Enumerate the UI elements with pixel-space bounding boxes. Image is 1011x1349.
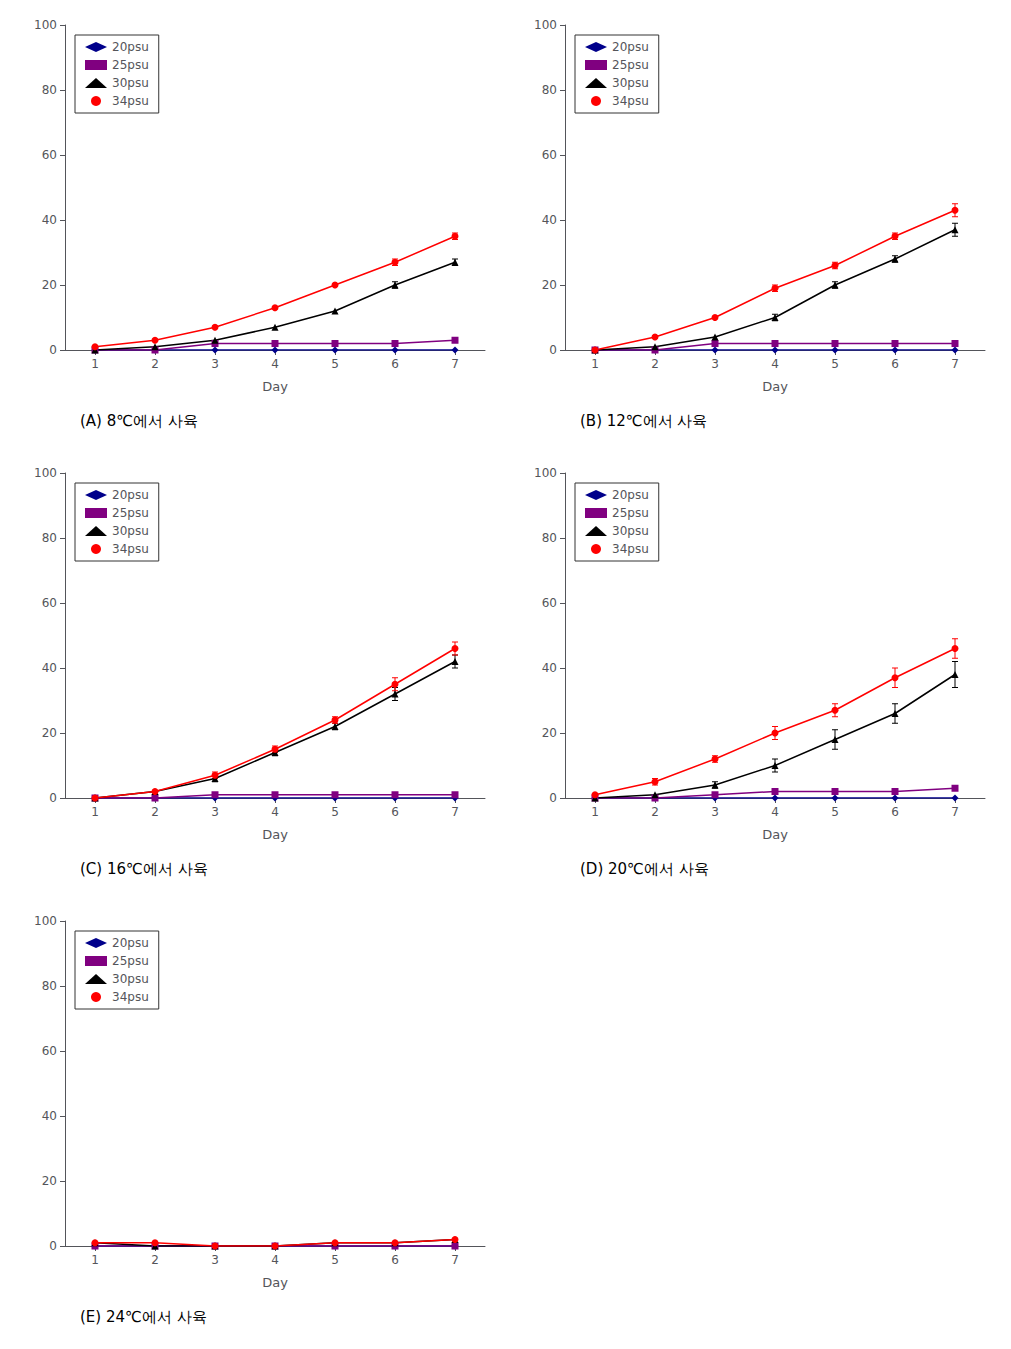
svg-text:7: 7 [451, 1253, 459, 1267]
svg-text:2: 2 [151, 357, 159, 371]
svg-text:100: 100 [534, 18, 557, 32]
svg-text:5: 5 [331, 805, 339, 819]
svg-text:6: 6 [391, 357, 399, 371]
svg-text:1: 1 [91, 805, 99, 819]
svg-text:30psu: 30psu [112, 76, 149, 90]
svg-text:60: 60 [42, 596, 57, 610]
svg-text:60: 60 [542, 596, 557, 610]
svg-text:4: 4 [271, 805, 279, 819]
svg-text:4: 4 [771, 357, 779, 371]
svg-text:0: 0 [549, 791, 557, 805]
svg-text:20psu: 20psu [112, 488, 149, 502]
svg-text:20psu: 20psu [612, 40, 649, 54]
svg-text:2: 2 [651, 805, 659, 819]
svg-text:30psu: 30psu [112, 524, 149, 538]
svg-text:6: 6 [891, 805, 899, 819]
svg-text:25psu: 25psu [112, 954, 149, 968]
svg-text:20: 20 [542, 278, 557, 292]
svg-text:40: 40 [42, 1109, 57, 1123]
svg-text:80: 80 [42, 979, 57, 993]
svg-text:34psu: 34psu [112, 94, 149, 108]
svg-text:3: 3 [711, 805, 719, 819]
svg-text:1: 1 [591, 805, 599, 819]
svg-text:6: 6 [391, 805, 399, 819]
svg-text:4: 4 [271, 1253, 279, 1267]
svg-text:40: 40 [42, 213, 57, 227]
svg-text:20psu: 20psu [112, 40, 149, 54]
svg-text:80: 80 [542, 83, 557, 97]
svg-text:0: 0 [49, 343, 57, 357]
svg-text:Day: Day [262, 827, 288, 842]
svg-text:7: 7 [951, 805, 959, 819]
svg-text:20: 20 [542, 726, 557, 740]
svg-text:30psu: 30psu [612, 76, 649, 90]
svg-text:(B) 12℃에서 사육: (B) 12℃에서 사육 [580, 412, 707, 430]
svg-text:1: 1 [91, 1253, 99, 1267]
svg-text:34psu: 34psu [612, 542, 649, 556]
svg-text:5: 5 [331, 357, 339, 371]
svg-text:20psu: 20psu [612, 488, 649, 502]
svg-text:100: 100 [534, 466, 557, 480]
svg-text:20: 20 [42, 726, 57, 740]
svg-text:Day: Day [762, 379, 788, 394]
svg-text:7: 7 [451, 805, 459, 819]
svg-text:7: 7 [951, 357, 959, 371]
svg-text:6: 6 [891, 357, 899, 371]
svg-text:5: 5 [331, 1253, 339, 1267]
svg-text:6: 6 [391, 1253, 399, 1267]
svg-text:34psu: 34psu [112, 990, 149, 1004]
svg-text:(E) 24℃에서 사육: (E) 24℃에서 사육 [80, 1308, 207, 1326]
svg-text:34psu: 34psu [112, 542, 149, 556]
svg-text:1: 1 [591, 357, 599, 371]
svg-text:40: 40 [42, 661, 57, 675]
svg-text:3: 3 [711, 357, 719, 371]
svg-text:80: 80 [42, 531, 57, 545]
svg-text:(C) 16℃에서 사육: (C) 16℃에서 사육 [80, 860, 208, 878]
svg-text:30psu: 30psu [612, 524, 649, 538]
svg-text:1: 1 [91, 357, 99, 371]
svg-text:3: 3 [211, 1253, 219, 1267]
svg-text:80: 80 [42, 83, 57, 97]
svg-text:20psu: 20psu [112, 936, 149, 950]
svg-text:7: 7 [451, 357, 459, 371]
svg-text:100: 100 [34, 466, 57, 480]
svg-text:60: 60 [42, 1044, 57, 1058]
svg-text:25psu: 25psu [112, 58, 149, 72]
svg-text:Day: Day [262, 379, 288, 394]
svg-text:25psu: 25psu [612, 506, 649, 520]
svg-text:(D) 20℃에서 사육: (D) 20℃에서 사육 [580, 860, 709, 878]
svg-text:100: 100 [34, 914, 57, 928]
svg-text:(A) 8℃에서 사육: (A) 8℃에서 사육 [80, 412, 198, 430]
svg-text:20: 20 [42, 278, 57, 292]
svg-text:80: 80 [542, 531, 557, 545]
svg-text:0: 0 [49, 1239, 57, 1253]
svg-text:40: 40 [542, 213, 557, 227]
svg-text:20: 20 [42, 1174, 57, 1188]
svg-text:4: 4 [271, 357, 279, 371]
svg-text:2: 2 [651, 357, 659, 371]
svg-text:5: 5 [831, 805, 839, 819]
svg-text:0: 0 [549, 343, 557, 357]
svg-text:100: 100 [34, 18, 57, 32]
svg-text:4: 4 [771, 805, 779, 819]
svg-text:60: 60 [42, 148, 57, 162]
svg-text:34psu: 34psu [612, 94, 649, 108]
svg-text:2: 2 [151, 1253, 159, 1267]
svg-text:3: 3 [211, 805, 219, 819]
svg-text:3: 3 [211, 357, 219, 371]
svg-text:Day: Day [262, 1275, 288, 1290]
svg-text:30psu: 30psu [112, 972, 149, 986]
svg-text:5: 5 [831, 357, 839, 371]
svg-text:Day: Day [762, 827, 788, 842]
svg-text:60: 60 [542, 148, 557, 162]
svg-text:0: 0 [49, 791, 57, 805]
svg-text:2: 2 [151, 805, 159, 819]
svg-text:25psu: 25psu [612, 58, 649, 72]
svg-text:25psu: 25psu [112, 506, 149, 520]
svg-text:40: 40 [542, 661, 557, 675]
